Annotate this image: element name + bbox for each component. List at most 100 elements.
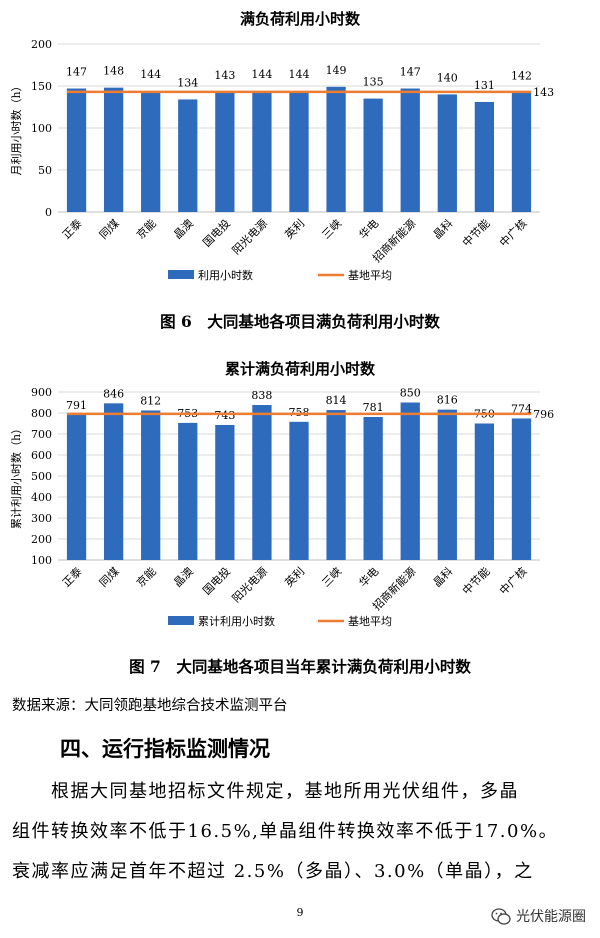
chart2-data-label: 758	[289, 406, 310, 419]
chart2-ytick-label: 300	[31, 512, 52, 525]
chart2-xtick-label: 英利	[282, 564, 307, 589]
chart1-data-label: 143	[214, 69, 235, 82]
chart2-bar	[215, 424, 235, 560]
chart2-xtick-label: 晶澳	[171, 565, 196, 590]
chart1-bar	[363, 98, 383, 212]
chart2-bar	[141, 410, 161, 560]
wechat-icon	[491, 907, 511, 925]
chart2-bar	[400, 402, 420, 560]
page-number: 9	[296, 906, 304, 919]
chart1-xtick-label: 华电	[356, 216, 381, 241]
chart2-title: 累计满负荷利用小时数	[224, 360, 375, 378]
chart2-xtick-label: 同煤	[97, 565, 122, 590]
chart1-xtick-label: 英利	[282, 216, 307, 241]
section-heading: 四、运行指标监测情况	[60, 737, 270, 761]
chart2-ytick-label: 200	[31, 533, 52, 546]
figure6-caption: 图 6 大同基地各项目满负荷利用小时数	[160, 312, 440, 331]
chart1-bar	[474, 101, 495, 212]
paragraph-line-2: 组件转换效率不低于16.5%,单晶组件转换效率不低于17.0%。	[12, 821, 559, 842]
chart1-bar	[66, 88, 87, 212]
chart1-ytick-label: 150	[31, 80, 52, 93]
chart1-ytick-label: 100	[31, 122, 52, 135]
chart1-ylabel: 月利用小时数（h）	[10, 80, 23, 175]
chart1-bar	[103, 87, 124, 212]
chart1-xtick-label: 国电投	[200, 216, 233, 249]
chart2-xtick-label: 阳光电源	[229, 564, 270, 605]
chart2-bar	[289, 421, 309, 560]
chart2-ytick-label: 700	[31, 428, 52, 441]
chart1-bar	[289, 91, 309, 212]
chart2-data-label: 743	[214, 409, 235, 422]
chart1-reference-value-label: 143	[533, 86, 554, 99]
chart1-legend-swatch-series	[168, 270, 194, 279]
chart1-bar	[326, 86, 346, 212]
chart1-data-label: 144	[140, 68, 161, 81]
chart2-svg: 100 200 300 400 500 600 700 800 900 累计利用小时数（h） 791…	[10, 386, 554, 628]
chart1-data-label: 147	[400, 66, 421, 79]
chart2-legend-label-series: 累计利用小时数	[198, 615, 275, 628]
chart1-bar	[215, 91, 235, 212]
chart2-ytick-label: 400	[31, 491, 52, 504]
chart2-legend-label-reference: 基地平均	[348, 615, 392, 628]
chart2-xtick-label: 晶科	[430, 564, 455, 589]
chart1-xtick-label: 中广核	[496, 216, 529, 249]
chart1-data-label: 147	[66, 66, 87, 79]
chart1-data-label: 135	[363, 76, 384, 89]
chart2-reference-value-label: 796	[533, 408, 554, 421]
chart1-bar	[400, 88, 420, 212]
chart1-legend-label-series: 利用小时数	[198, 269, 253, 282]
chart2-data-label: 812	[140, 394, 161, 407]
data-source-note: 数据来源：大同领跑基地综合技术监测平台	[12, 698, 288, 714]
chart1-xtick-label: 晶澳	[171, 217, 196, 242]
chart1-xtick-label: 京能	[133, 216, 158, 241]
chart2-xtick-label: 京能	[133, 564, 158, 589]
chart1-data-label: 142	[511, 70, 532, 83]
chart2-xtick-label: 国电投	[200, 564, 233, 597]
chart2-bar	[103, 403, 124, 560]
chart2-xtick-label: 中节能	[459, 564, 492, 597]
chart2-data-label: 774	[511, 402, 532, 415]
chart1-data-label: 131	[474, 79, 495, 92]
chart2-data-label: 816	[437, 394, 458, 407]
chart1-data-label: 148	[103, 65, 124, 78]
chart1-data-label: 140	[437, 71, 458, 84]
chart2-bar	[178, 422, 198, 560]
chart2-data-label: 791	[66, 399, 87, 412]
chart1-bar	[252, 91, 272, 212]
chart2-bar	[474, 423, 495, 560]
chart1-xtick-label: 阳光电源	[229, 216, 270, 257]
paragraph-line-1: 根据大同基地招标文件规定，基地所用光伏组件，多晶	[12, 781, 519, 802]
chart1-ytick-label: 0	[45, 206, 52, 219]
chart2-ytick-label: 800	[31, 407, 52, 420]
chart2-ytick-label: 600	[31, 449, 52, 462]
chart2-data-label: 814	[326, 394, 347, 407]
chart2-bar	[363, 416, 383, 560]
figure7-caption: 图 7 大同基地各项目当年累计满负荷利用小时数	[129, 657, 471, 676]
chart2-data-label: 781	[363, 401, 384, 414]
chart2-data-label: 850	[400, 387, 421, 400]
chart1-bar	[178, 99, 198, 212]
chart2-ylabel: 累计利用小时数（h）	[10, 423, 23, 529]
chart2-bar	[326, 410, 346, 560]
chart1-xtick-label: 正泰	[59, 216, 84, 241]
chart2-xtick-label: 中广核	[496, 564, 529, 597]
chart1-ytick-label: 200	[31, 38, 52, 51]
chart2-xtick-label: 华电	[356, 564, 381, 589]
chart1-xtick-label: 同煤	[97, 217, 122, 242]
chart2-bar	[66, 414, 87, 560]
chart2-xtick-label: 正泰	[59, 564, 84, 589]
chart1-data-label: 149	[326, 64, 347, 77]
chart1-title: 满负荷利用小时数	[239, 10, 360, 28]
chart2-ytick-label: 100	[31, 554, 52, 567]
chart1-bar	[437, 94, 457, 212]
chart1-xtick-label: 中节能	[459, 216, 492, 249]
chart2-xtick-label: 三峡	[319, 564, 344, 589]
chart2-legend-swatch-series	[168, 616, 194, 625]
chart1-data-label: 144	[289, 68, 310, 81]
watermark: 光伏能源圈	[491, 906, 586, 926]
chart1-bar	[511, 92, 532, 212]
chart1-bar	[141, 91, 161, 212]
chart1-svg: 0 50 100 150 200 月利用小时数（h） 147 正泰 148 同煤 144 京能 134 晶…	[10, 38, 554, 282]
chart1-legend-label-reference: 基地平均	[348, 269, 392, 282]
chart1-data-label: 134	[177, 76, 198, 89]
